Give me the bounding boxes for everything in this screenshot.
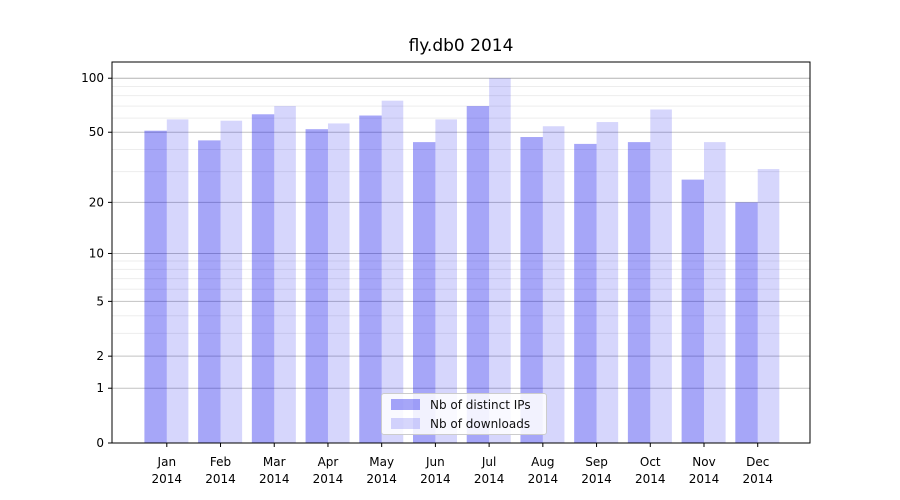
bar-downloads-sep: [596, 122, 619, 444]
legend-swatch-distinct-ips: [391, 399, 420, 410]
x-tick-label-month: Jan: [157, 455, 177, 469]
bar-downloads-apr: [327, 123, 350, 444]
bar-distinct-ips-may: [359, 115, 382, 444]
x-tick-label-year: 2014: [635, 472, 666, 486]
bar-downloads-dec: [757, 169, 780, 443]
bar-distinct-ips-apr: [305, 129, 328, 443]
bar-distinct-ips-jan: [144, 130, 167, 443]
bar-distinct-ips-oct: [627, 142, 651, 443]
bar-downloads-mar: [274, 106, 296, 443]
bar-downloads-jul: [489, 78, 511, 444]
x-tick-label-month: Mar: [263, 455, 286, 469]
x-tick-label-year: 2014: [581, 472, 612, 486]
x-tick-label-year: 2014: [742, 472, 773, 486]
bar-distinct-ips-feb: [198, 140, 221, 443]
x-tick-label-month: Jul: [481, 455, 496, 469]
bar-distinct-ips-nov: [681, 179, 704, 443]
bar-distinct-ips-jul: [466, 106, 490, 443]
x-tick-label-month: May: [369, 455, 394, 469]
x-tick-label-month: Aug: [531, 455, 554, 469]
x-tick-label-year: 2014: [152, 472, 183, 486]
x-tick-label-year: 2014: [689, 472, 720, 486]
legend-item-downloads: Nb of downloads: [391, 417, 546, 431]
y-tick-label: 10: [89, 246, 104, 260]
chart-title: fly.db0 2014: [408, 36, 514, 56]
x-tick-label-year: 2014: [528, 472, 559, 486]
y-tick-label: 2: [96, 349, 104, 363]
x-tick-label-year: 2014: [474, 472, 505, 486]
y-tick-label: 100: [81, 71, 104, 85]
bar-downloads-feb: [220, 120, 243, 443]
x-tick-label-year: 2014: [259, 472, 290, 486]
bar-downloads-jun: [435, 119, 457, 443]
x-tick-label-month: Jun: [425, 455, 445, 469]
bar-downloads-may: [381, 100, 404, 443]
legend-swatch-downloads: [391, 418, 420, 429]
y-tick-label: 0: [96, 436, 104, 450]
legend-label-downloads: Nb of downloads: [430, 416, 531, 431]
x-tick-label-month: Oct: [640, 455, 661, 469]
x-tick-label-month: Apr: [318, 455, 339, 469]
bar-distinct-ips-jun: [413, 142, 436, 443]
legend-label-distinct-ips: Nb of distinct IPs: [430, 397, 531, 412]
x-tick-label-month: Sep: [585, 455, 608, 469]
bar-distinct-ips-sep: [574, 143, 597, 443]
bar-downloads-oct: [650, 109, 672, 443]
bar-downloads-jan: [166, 119, 189, 443]
bar-distinct-ips-mar: [251, 114, 275, 443]
axis-frame: [111, 61, 811, 444]
y-tick-label: 20: [89, 195, 104, 209]
x-tick-label-year: 2014: [313, 472, 344, 486]
x-tick-label-year: 2014: [366, 472, 397, 486]
y-tick-label: 1: [96, 381, 104, 395]
x-tick-label-month: Feb: [210, 455, 231, 469]
bar-downloads-aug: [542, 126, 565, 443]
legend-item-distinct-ips: Nb of distinct IPs: [391, 398, 546, 412]
x-tick-label-year: 2014: [420, 472, 451, 486]
y-tick-label: 5: [96, 294, 104, 308]
y-tick-label: 50: [89, 125, 104, 139]
legend: Nb of distinct IPs Nb of downloads: [381, 393, 547, 435]
x-tick-label-month: Nov: [692, 455, 715, 469]
x-tick-label-year: 2014: [205, 472, 236, 486]
x-tick-label-month: Dec: [746, 455, 769, 469]
bar-distinct-ips-aug: [520, 137, 543, 443]
bar-downloads-nov: [704, 142, 726, 443]
bar-distinct-ips-dec: [735, 202, 758, 443]
